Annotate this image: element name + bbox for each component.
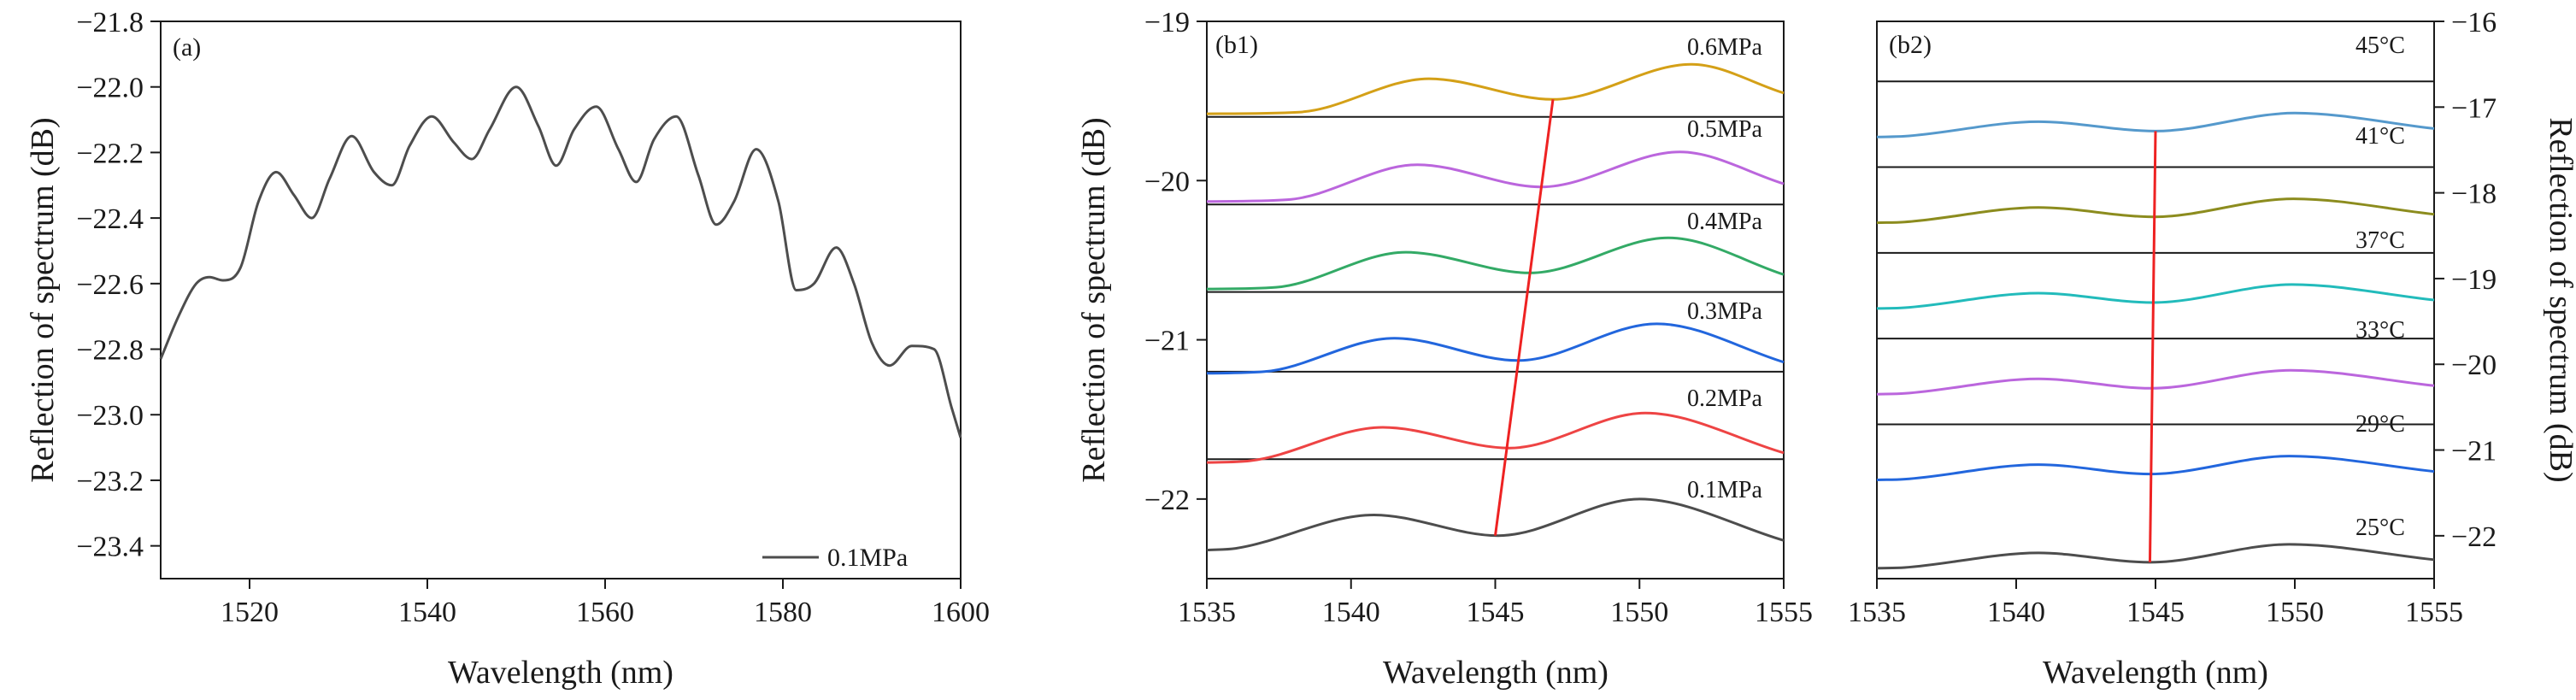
y-ticks-a: −21.8 −22.0 −22.2 −22.4 −22.6 −22.8 −23.0 −23.2… — [76, 7, 161, 563]
curve-label-b2-45c: 45°C — [2355, 32, 2405, 59]
curve-labels-b1: 0.6MPa 0.5MPa 0.4MPa 0.3MPa 0.2MPa 0.1MP… — [1687, 34, 1762, 503]
series-line-b2-41-c — [1876, 197, 2435, 225]
y-tick-label-b1-3: −22 — [1144, 485, 1190, 516]
curve-label-b2-29c: 29°C — [2355, 411, 2405, 438]
x-axis-title-b1: Wavelength (nm) — [1383, 655, 1609, 691]
x-ticks-b1: 1535 1540 1545 1550 1555 — [1178, 579, 1813, 628]
series-line-a-0-1mpa — [159, 85, 962, 438]
y-tick-label-b2-0: −16 — [2451, 7, 2497, 38]
x-tick-label-b2-4: 1555 — [2405, 597, 2463, 628]
series-line-b2-37-c — [1876, 283, 2435, 310]
series-line-b1-0-3mpa — [1206, 322, 1785, 375]
x-tick-label-a-4: 1600 — [932, 597, 990, 628]
x-tick-label-a-2: 1560 — [576, 597, 634, 628]
y-axis-title-b2: Reflection of spectrum (dB) — [2543, 117, 2576, 482]
curve-label-b1-0-5mpa: 0.5MPa — [1687, 116, 1762, 143]
y-tick-label-b2-5: −21 — [2451, 436, 2497, 468]
panel-label-a: (a) — [173, 33, 201, 62]
curve-labels-b2: 45°C 41°C 37°C 33°C 29°C 25°C — [2355, 32, 2405, 541]
trend-line-b1 — [1494, 99, 1555, 536]
y-tick-label-a-3: −22.4 — [76, 203, 144, 235]
series-line-b1-0-5mpa — [1206, 150, 1785, 203]
curve-label-b1-0-4mpa: 0.4MPa — [1687, 209, 1762, 235]
y-tick-label-b2-4: −20 — [2451, 350, 2497, 381]
panel-b2: −16−17−18−19−20−21−22 1535 1540 1545 1550 15… — [1848, 7, 2576, 691]
series-line-b2-29-c — [1876, 455, 2435, 481]
y-ticks-b1: −19 −20 −21 −22 — [1144, 7, 1207, 516]
series-line-b2-45-c — [1876, 111, 2435, 138]
panel-label-b1: (b1) — [1215, 31, 1258, 59]
y-tick-label-b2-6: −22 — [2451, 521, 2497, 553]
x-tick-label-b2-3: 1550 — [2266, 597, 2324, 628]
series-line-b1-0-4mpa — [1206, 236, 1785, 291]
x-tick-label-b2-0: 1535 — [1848, 597, 1906, 628]
x-tick-label-a-1: 1540 — [398, 597, 456, 628]
series-b2 — [1876, 111, 2435, 570]
y-tick-label-b2-3: −19 — [2451, 264, 2497, 296]
series-line-b1-0-6mpa — [1206, 62, 1785, 115]
curve-label-b2-37c: 37°C — [2355, 227, 2405, 254]
y-tick-label-a-5: −22.8 — [76, 335, 144, 367]
y-axis-title-b1: Reflection of spectrum (dB) — [1076, 117, 1112, 482]
x-tick-label-b1-0: 1535 — [1178, 597, 1236, 628]
y-tick-label-a-7: −23.2 — [76, 466, 144, 497]
series-line-b2-25-c — [1876, 543, 2435, 570]
curve-label-b2-25c: 25°C — [2355, 515, 2405, 541]
y-tick-label-b2-2: −18 — [2451, 179, 2497, 210]
curve-label-b1-0-6mpa: 0.6MPa — [1687, 34, 1762, 61]
y-tick-label-a-2: −22.2 — [76, 138, 144, 169]
y-tick-label-b1-0: −19 — [1144, 7, 1190, 38]
panel-b1: −19 −20 −21 −22 1535 1540 1545 1550 1555 0.6MPa… — [1076, 7, 1813, 691]
x-ticks-b2: 1535 1540 1545 1550 1555 — [1848, 579, 2463, 628]
x-axis-title-b2: Wavelength (nm) — [2043, 655, 2268, 691]
y-tick-label-a-8: −23.4 — [76, 532, 144, 563]
legend-label-a: 0.1MPa — [827, 544, 908, 572]
x-tick-label-b2-1: 1540 — [1987, 597, 2045, 628]
y-tick-label-a-1: −22.0 — [76, 73, 144, 104]
y-tick-label-b1-1: −20 — [1144, 166, 1190, 197]
series-line-b1-0-1mpa — [1206, 497, 1785, 552]
separators-b1 — [1207, 115, 1784, 461]
x-axis-title-a: Wavelength (nm) — [448, 655, 673, 691]
y-tick-label-a-0: −21.8 — [76, 7, 144, 38]
x-ticks-a: 1520 1540 1560 1580 1600 — [221, 579, 990, 628]
x-tick-label-a-0: 1520 — [221, 597, 279, 628]
series-a — [159, 85, 962, 438]
curve-label-b1-0-1mpa: 0.1MPa — [1687, 477, 1762, 503]
x-tick-label-a-3: 1580 — [754, 597, 812, 628]
x-tick-label-b1-4: 1555 — [1755, 597, 1813, 628]
y-axis-title-a: Reflection of spectrum (dB) — [25, 117, 61, 482]
series-line-b1-0-2mpa — [1206, 411, 1785, 464]
x-tick-label-b1-1: 1540 — [1322, 597, 1380, 628]
y-tick-label-a-6: −23.0 — [76, 400, 144, 432]
curve-label-b2-41c: 41°C — [2355, 123, 2405, 150]
series-line-b2-33-c — [1876, 368, 2435, 396]
y-tick-label-a-4: −22.6 — [76, 269, 144, 301]
x-tick-label-b2-2: 1545 — [2126, 597, 2185, 628]
panel-label-b2: (b2) — [1889, 31, 1932, 59]
curve-label-b2-33c: 33°C — [2355, 317, 2405, 344]
curve-label-b1-0-2mpa: 0.2MPa — [1687, 385, 1762, 412]
y-ticks-b2: −16 −17 −18 −19 −20 −21 −22 — [2434, 7, 2497, 553]
y-tick-label-b2-1: −17 — [2451, 92, 2497, 124]
y-tick-label-b1-2: −21 — [1144, 326, 1190, 357]
trend-line-b2 — [2148, 131, 2157, 562]
curve-label-b1-0-3mpa: 0.3MPa — [1687, 298, 1762, 325]
series-b1 — [1206, 62, 1785, 552]
x-tick-label-b1-2: 1545 — [1467, 597, 1525, 628]
panel-a: −21.8 −22.0 −22.2 −22.4 −22.6 −22.8 −23.0 −23.2… — [25, 7, 990, 691]
plot-frame-a — [160, 21, 962, 579]
x-tick-label-b1-3: 1550 — [1610, 597, 1668, 628]
